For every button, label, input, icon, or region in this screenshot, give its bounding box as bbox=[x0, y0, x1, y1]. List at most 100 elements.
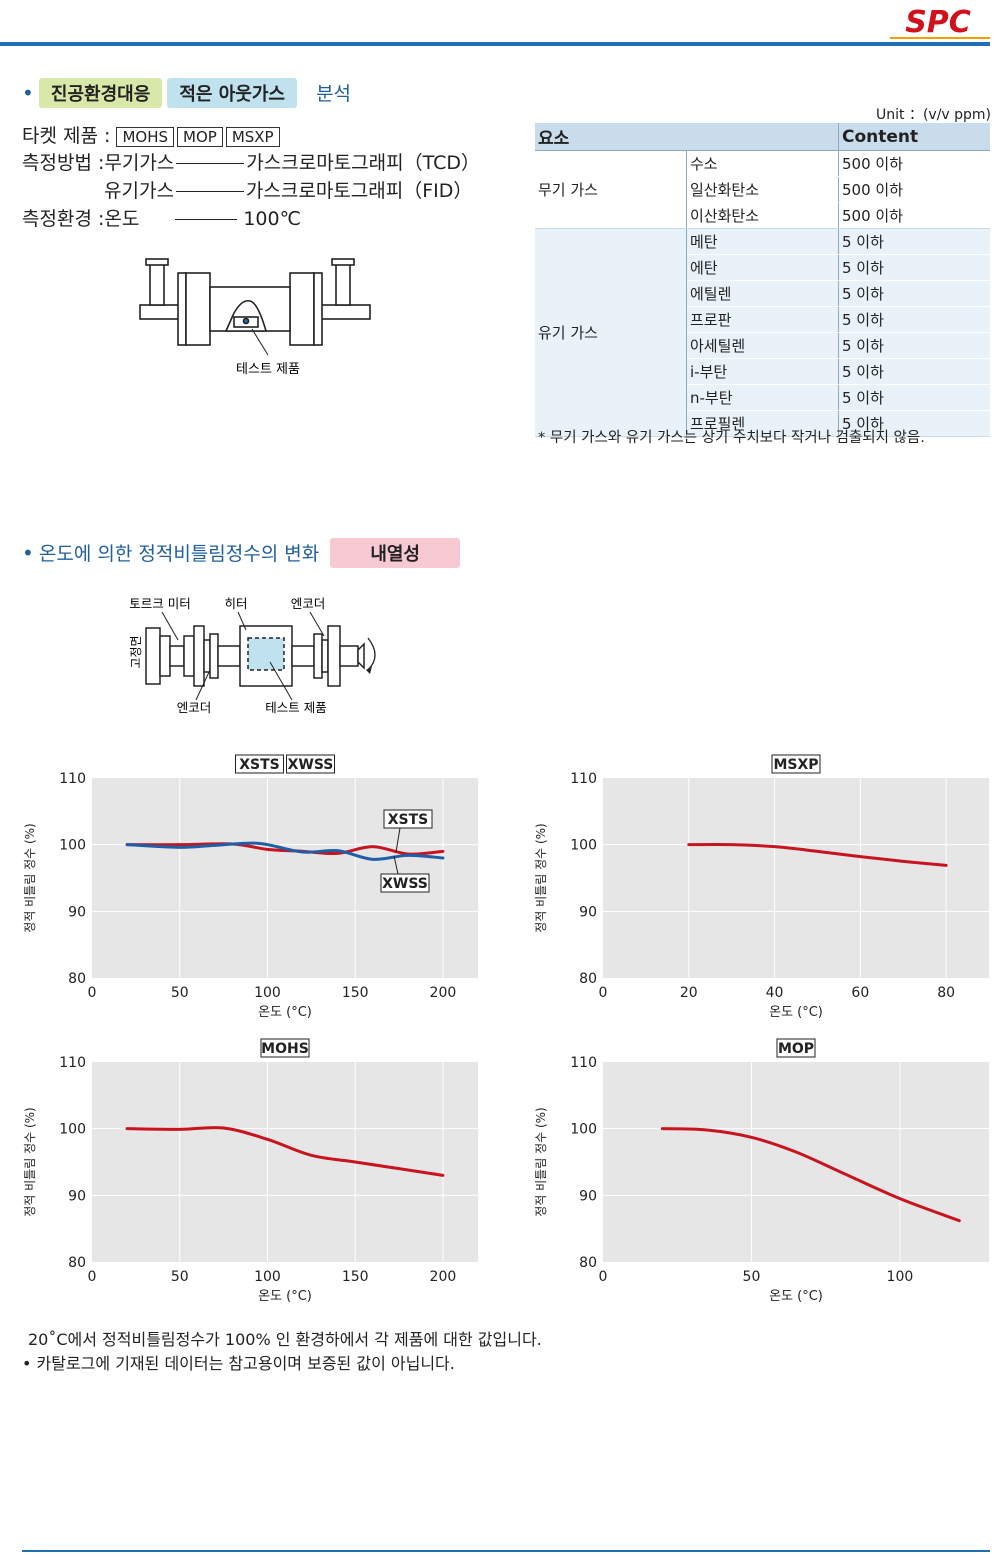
plot-background bbox=[603, 1062, 989, 1262]
label-encoder-bottom: 엔코더 bbox=[177, 700, 212, 715]
gas-name: 에틸렌 bbox=[686, 280, 839, 307]
label-heater: 히터 bbox=[224, 596, 247, 611]
outgas-diagram: 테스트 제품 bbox=[139, 258, 371, 377]
x-tick-label: 0 bbox=[599, 985, 608, 1001]
series-label-box bbox=[383, 809, 433, 829]
table-row: 무기 가스 수소 500 이하 bbox=[535, 150, 990, 229]
series-label: XWSS bbox=[382, 876, 428, 892]
unit-label: Unit ：(v/v ppm) bbox=[876, 107, 992, 123]
y-axis-label: 정적 비틀림 정수 (%) bbox=[534, 823, 548, 933]
series-line bbox=[125, 1125, 445, 1177]
table-row: 이산화탄소 500 이하 bbox=[535, 202, 990, 229]
header-content: Content bbox=[838, 123, 990, 151]
target-label: 타켓 제품 : bbox=[22, 125, 111, 147]
x-tick-label: 50 bbox=[171, 985, 189, 1001]
bullet-icon: • bbox=[22, 81, 34, 105]
env-left: 온도 bbox=[104, 208, 140, 230]
gas-value: 500 이하 bbox=[838, 176, 990, 203]
chart-msxp: 80 90 100 110 0 20 40 60 80 온도 (°C) 정적 비틀림 정수 (%) M… bbox=[534, 754, 989, 1020]
y-tick-label: 80 bbox=[68, 971, 86, 987]
y-tick-label: 90 bbox=[579, 1188, 597, 1204]
gas-name: 메탄 bbox=[686, 228, 839, 255]
gas-value: 5 이하 bbox=[838, 384, 990, 411]
y-tick-label: 100 bbox=[59, 1122, 86, 1138]
tag-outgas: 적은 아웃가스 bbox=[167, 78, 297, 108]
gas-value: 5 이하 bbox=[838, 254, 990, 281]
x-tick-label: 0 bbox=[599, 1269, 608, 1285]
y-tick-label: 80 bbox=[579, 1255, 597, 1271]
method1-left: 무기가스 bbox=[104, 152, 175, 174]
gas-name: n-부탄 bbox=[686, 384, 839, 411]
gas-value: 5 이하 bbox=[838, 306, 990, 333]
chart-title-box bbox=[260, 1038, 310, 1058]
y-tick-label: 110 bbox=[59, 771, 86, 787]
table-row: 프로판 5 이하 bbox=[535, 306, 990, 333]
x-tick-label: 60 bbox=[851, 985, 869, 1001]
series-label: XSTS bbox=[388, 812, 429, 828]
group-name: 유기 가스 bbox=[535, 228, 687, 437]
env-label: 측정환경 : bbox=[22, 208, 105, 230]
table-row: 일산화탄소 500 이하 bbox=[535, 176, 990, 203]
section2-header: • 온도에 의한 정적비틀림정수의 변화 내열성 bbox=[22, 538, 460, 568]
y-tick-label: 110 bbox=[570, 771, 597, 787]
gas-table: 요소 Content 무기 가스 수소 500 이하 일산화탄소 500 이하 … bbox=[535, 123, 990, 437]
y-tick-label: 110 bbox=[59, 1055, 86, 1071]
y-tick-label: 80 bbox=[579, 971, 597, 987]
gas-name: 에탄 bbox=[686, 254, 839, 281]
group-name: 무기 가스 bbox=[535, 150, 687, 229]
gas-value: 5 이하 bbox=[838, 410, 990, 437]
x-axis-label: 온도 (°C) bbox=[769, 1289, 823, 1304]
chart-title-box bbox=[776, 1038, 816, 1058]
torsion-diagram: 토르크 미터 히터 엔코더 고정면 엔코더 테스트 제품 bbox=[129, 596, 376, 715]
x-tick-label: 0 bbox=[88, 985, 97, 1001]
x-tick-label: 150 bbox=[342, 1269, 369, 1285]
chart-title: XWSS bbox=[288, 757, 334, 773]
gas-value: 5 이하 bbox=[838, 228, 990, 255]
gas-value: 500 이하 bbox=[838, 150, 990, 177]
chart-title-box bbox=[235, 754, 284, 774]
label-encoder-top: 엔코더 bbox=[291, 596, 326, 611]
label-torque-meter: 토르크 미터 bbox=[129, 596, 190, 611]
method-line-2: 유기가스 가스크로마토그래피（FID） bbox=[104, 176, 472, 203]
bullet-icon: • bbox=[22, 541, 34, 565]
spc-logo: SPC bbox=[890, 5, 990, 40]
target-mohs: MOHS bbox=[116, 127, 175, 147]
tag-vacuum: 진공환경대응 bbox=[38, 78, 163, 108]
chart-title: MOP bbox=[778, 1041, 814, 1057]
series-label-leader bbox=[395, 827, 401, 853]
chart-mop: 80 90 100 110 0 50 100 온도 (°C) 정적 비틀림 정수 (%) MOP bbox=[534, 1038, 989, 1304]
y-tick-label: 90 bbox=[68, 1188, 86, 1204]
method2-left: 유기가스 bbox=[104, 180, 174, 202]
plot-background bbox=[603, 778, 989, 978]
gas-name: 이산화탄소 bbox=[686, 202, 839, 229]
section1-header: • 진공환경대응 적은 아웃가스 분석 bbox=[22, 78, 351, 108]
chart-title-box bbox=[771, 754, 821, 774]
x-tick-label: 50 bbox=[743, 1269, 761, 1285]
table-row: 에탄 5 이하 bbox=[535, 254, 990, 281]
header-rule bbox=[0, 42, 990, 46]
y-tick-label: 110 bbox=[570, 1055, 597, 1071]
table-header-row: 요소 Content bbox=[535, 123, 990, 151]
footnote-1: 20˚C에서 정적비틀림정수가 100% 인 환경하에서 각 제품에 대한 값입… bbox=[28, 1330, 542, 1349]
x-axis-label: 온도 (°C) bbox=[258, 1005, 312, 1020]
chart-mohs: 80 90 100 110 0 50 100 150 200 온도 (°C) 정적 비틀림 정수 (… bbox=[23, 1038, 478, 1304]
gas-name: 아세틸렌 bbox=[686, 332, 839, 359]
logo-text: SPC bbox=[905, 5, 971, 40]
chart-xsts-xwss: 80 90 100 110 0 50 100 150 200 온도 (°C) 정적 비틀림 정수 (… bbox=[23, 754, 478, 1020]
target-line: 타켓 제품 : MOHS MOP MSXP bbox=[22, 121, 283, 148]
y-tick-label: 90 bbox=[579, 904, 597, 920]
plot-background bbox=[92, 1062, 478, 1262]
gas-value: 5 이하 bbox=[838, 280, 990, 307]
gas-name: 프로필렌 bbox=[686, 410, 839, 437]
env-line: 측정환경 :온도 100℃ bbox=[22, 204, 301, 231]
leader-line bbox=[175, 191, 244, 192]
x-axis-label: 온도 (°C) bbox=[769, 1005, 823, 1020]
header-element: 요소 bbox=[535, 123, 839, 151]
y-tick-label: 100 bbox=[570, 1122, 597, 1138]
table-row: n-부탄 5 이하 bbox=[535, 384, 990, 411]
diagram-test-label: 테스트 제품 bbox=[236, 362, 300, 377]
x-tick-label: 100 bbox=[254, 985, 281, 1001]
table-row: 에틸렌 5 이하 bbox=[535, 280, 990, 307]
x-tick-label: 200 bbox=[430, 985, 457, 1001]
x-axis-label: 온도 (°C) bbox=[258, 1289, 312, 1304]
